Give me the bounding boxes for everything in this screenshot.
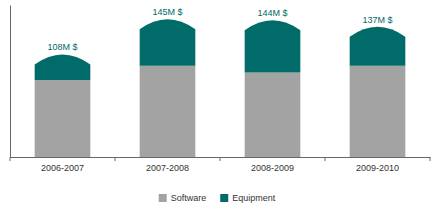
x-tick-label: 2009-2010 — [356, 163, 399, 173]
plot: 2006-2007 2007-2008 2008-2009 2009-2010 108M… — [10, 6, 431, 174]
x-tick: 2007-2008 — [146, 157, 189, 173]
chart: 2006-2007 2007-2008 2008-2009 2009-2010 108M… — [0, 0, 434, 211]
y-axis-line — [10, 6, 11, 158]
bar-segment — [140, 66, 196, 157]
x-tick: 2009-2010 — [356, 157, 399, 173]
total-label: 144M $ — [257, 8, 287, 18]
legend-label: Software — [171, 193, 207, 203]
x-tick: 2006-2007 — [41, 157, 84, 173]
bar-segment — [350, 66, 406, 157]
legend-item: Software — [159, 193, 207, 203]
x-tick: 2008-2009 — [251, 157, 294, 173]
total-label: 108M $ — [47, 42, 77, 52]
legend-label: Equipment — [232, 193, 276, 203]
total-label: 137M $ — [362, 15, 392, 25]
category-separator — [115, 157, 116, 161]
x-tick-label: 2006-2007 — [41, 163, 84, 173]
legend-swatch — [220, 194, 228, 202]
category-separator — [10, 157, 11, 161]
y-axis — [10, 6, 11, 158]
total-label: 145M $ — [152, 7, 182, 17]
legend-swatch — [159, 194, 167, 202]
bars — [35, 19, 406, 157]
x-tick-label: 2008-2009 — [251, 163, 294, 173]
bar-segment — [245, 72, 301, 157]
legend: Software Equipment — [159, 193, 276, 203]
x-tick-label: 2007-2008 — [146, 163, 189, 173]
category-separator — [325, 157, 326, 161]
bar-segment — [35, 80, 91, 157]
bar-segment — [140, 19, 196, 66]
x-axis: 2006-2007 2007-2008 2008-2009 2009-2010 — [11, 157, 431, 173]
bar-segment — [350, 27, 406, 66]
bar-segment — [245, 20, 301, 72]
category-separator — [220, 157, 221, 161]
legend-item: Equipment — [220, 193, 276, 203]
category-separator — [430, 157, 431, 161]
bar-segment — [35, 54, 91, 80]
